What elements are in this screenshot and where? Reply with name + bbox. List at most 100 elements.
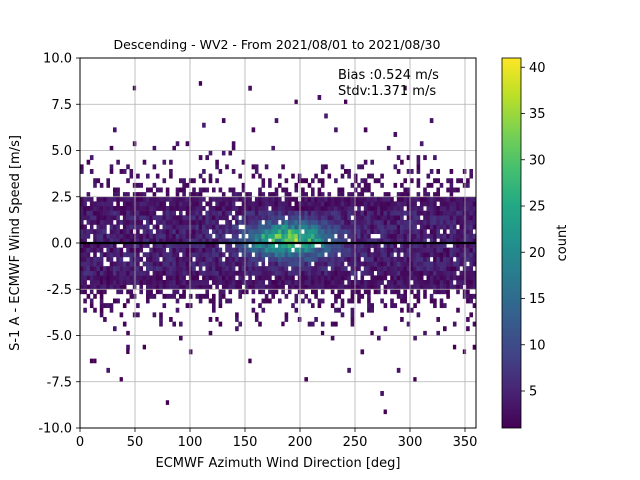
heatmap-cell xyxy=(439,280,444,285)
heatmap-cell xyxy=(357,238,361,244)
heatmap-cell xyxy=(350,196,355,202)
heatmap-cell xyxy=(122,201,127,207)
heatmap-cell xyxy=(182,182,186,188)
heatmap-cell xyxy=(175,275,180,281)
heatmap-cell xyxy=(396,261,401,267)
heatmap-cell xyxy=(324,229,328,235)
heatmap-cell xyxy=(419,219,424,225)
heatmap-cell xyxy=(231,238,236,244)
heatmap-cell xyxy=(175,284,180,290)
heatmap-cell xyxy=(185,238,190,244)
heatmap-cell xyxy=(462,275,467,281)
heatmap-cell xyxy=(301,266,305,272)
heatmap-cell xyxy=(192,196,196,202)
heatmap-cell xyxy=(284,312,289,318)
heatmap-cell xyxy=(175,224,180,230)
heatmap-cell xyxy=(86,196,91,202)
heatmap-cell xyxy=(198,219,203,225)
heatmap-cell xyxy=(261,201,266,207)
heatmap-cell xyxy=(373,256,378,262)
heatmap-cell xyxy=(116,233,120,239)
heatmap-cell xyxy=(106,256,110,262)
heatmap-cell xyxy=(169,275,173,281)
heatmap-cell xyxy=(317,192,322,198)
heatmap-cell xyxy=(208,224,213,230)
heatmap-cell xyxy=(261,182,266,188)
heatmap-cell xyxy=(291,275,295,281)
heatmap-cell xyxy=(386,145,391,151)
heatmap-cell xyxy=(126,215,130,221)
heatmap-cell xyxy=(353,201,358,207)
heatmap-cell xyxy=(179,206,183,211)
heatmap-cell xyxy=(152,312,157,318)
heatmap-cell xyxy=(373,229,378,235)
heatmap-cell xyxy=(169,201,173,207)
heatmap-cell xyxy=(192,238,196,244)
heatmap-cell xyxy=(410,289,414,295)
heatmap-cell xyxy=(146,252,150,258)
heatmap-cell xyxy=(287,210,292,216)
heatmap-cell xyxy=(172,145,176,151)
heatmap-cell xyxy=(383,201,388,207)
heatmap-cell xyxy=(320,233,325,239)
y-tick-label: 7.5 xyxy=(51,98,72,113)
heatmap-cell xyxy=(248,247,252,253)
heatmap-cell xyxy=(126,261,130,267)
heatmap-cell xyxy=(254,169,259,174)
heatmap-cell xyxy=(228,256,233,262)
heatmap-cell xyxy=(419,224,424,230)
heatmap-cell xyxy=(429,243,434,248)
heatmap-cell xyxy=(367,247,371,253)
heatmap-cell xyxy=(294,224,299,230)
heatmap-cell xyxy=(462,247,467,253)
heatmap-cell xyxy=(142,280,147,285)
heatmap-cell xyxy=(294,201,299,207)
heatmap-cell xyxy=(113,261,117,267)
heatmap-cell xyxy=(99,312,104,318)
heatmap-cell xyxy=(172,215,176,221)
heatmap-cell xyxy=(228,280,233,285)
heatmap-cell xyxy=(202,247,206,253)
heatmap-cell xyxy=(80,224,84,230)
heatmap-cell xyxy=(353,289,358,295)
heatmap-cell xyxy=(80,196,84,202)
heatmap-cell xyxy=(320,243,325,248)
heatmap-cell xyxy=(433,233,437,239)
heatmap-cell xyxy=(320,164,325,170)
heatmap-cell xyxy=(271,289,275,295)
heatmap-cell xyxy=(347,243,351,248)
heatmap-cell xyxy=(429,182,434,188)
heatmap-cell xyxy=(459,201,464,207)
heatmap-cell xyxy=(449,178,454,184)
heatmap-cell xyxy=(466,238,470,244)
heatmap-cell xyxy=(96,256,101,262)
heatmap-cell xyxy=(215,275,219,281)
heatmap-cell xyxy=(109,303,114,309)
heatmap-cell xyxy=(212,261,216,267)
heatmap-cell xyxy=(413,201,417,207)
heatmap-cell xyxy=(416,169,421,174)
heatmap-cell xyxy=(469,252,473,258)
heatmap-cell xyxy=(109,275,114,281)
heatmap-cell xyxy=(99,280,104,285)
heatmap-cell xyxy=(439,210,444,216)
heatmap-cell xyxy=(334,206,338,211)
heatmap-cell xyxy=(446,178,450,184)
heatmap-cell xyxy=(175,141,180,147)
heatmap-cell xyxy=(281,206,285,211)
heatmap-cell xyxy=(159,233,163,239)
heatmap-cell xyxy=(456,178,460,184)
heatmap-cell xyxy=(324,113,328,119)
y-tick-label: -2.5 xyxy=(47,283,72,298)
heatmap-cell xyxy=(429,293,434,299)
heatmap-cell xyxy=(192,261,196,267)
heatmap-cell xyxy=(258,206,262,211)
heatmap-cell xyxy=(452,196,457,202)
heatmap-cell xyxy=(268,233,272,239)
heatmap-cell xyxy=(360,270,365,276)
heatmap-cell xyxy=(264,238,269,244)
heatmap-cell xyxy=(238,192,242,198)
heatmap-cell xyxy=(367,206,371,211)
heatmap-cell xyxy=(284,192,289,198)
heatmap-cell xyxy=(446,275,450,281)
